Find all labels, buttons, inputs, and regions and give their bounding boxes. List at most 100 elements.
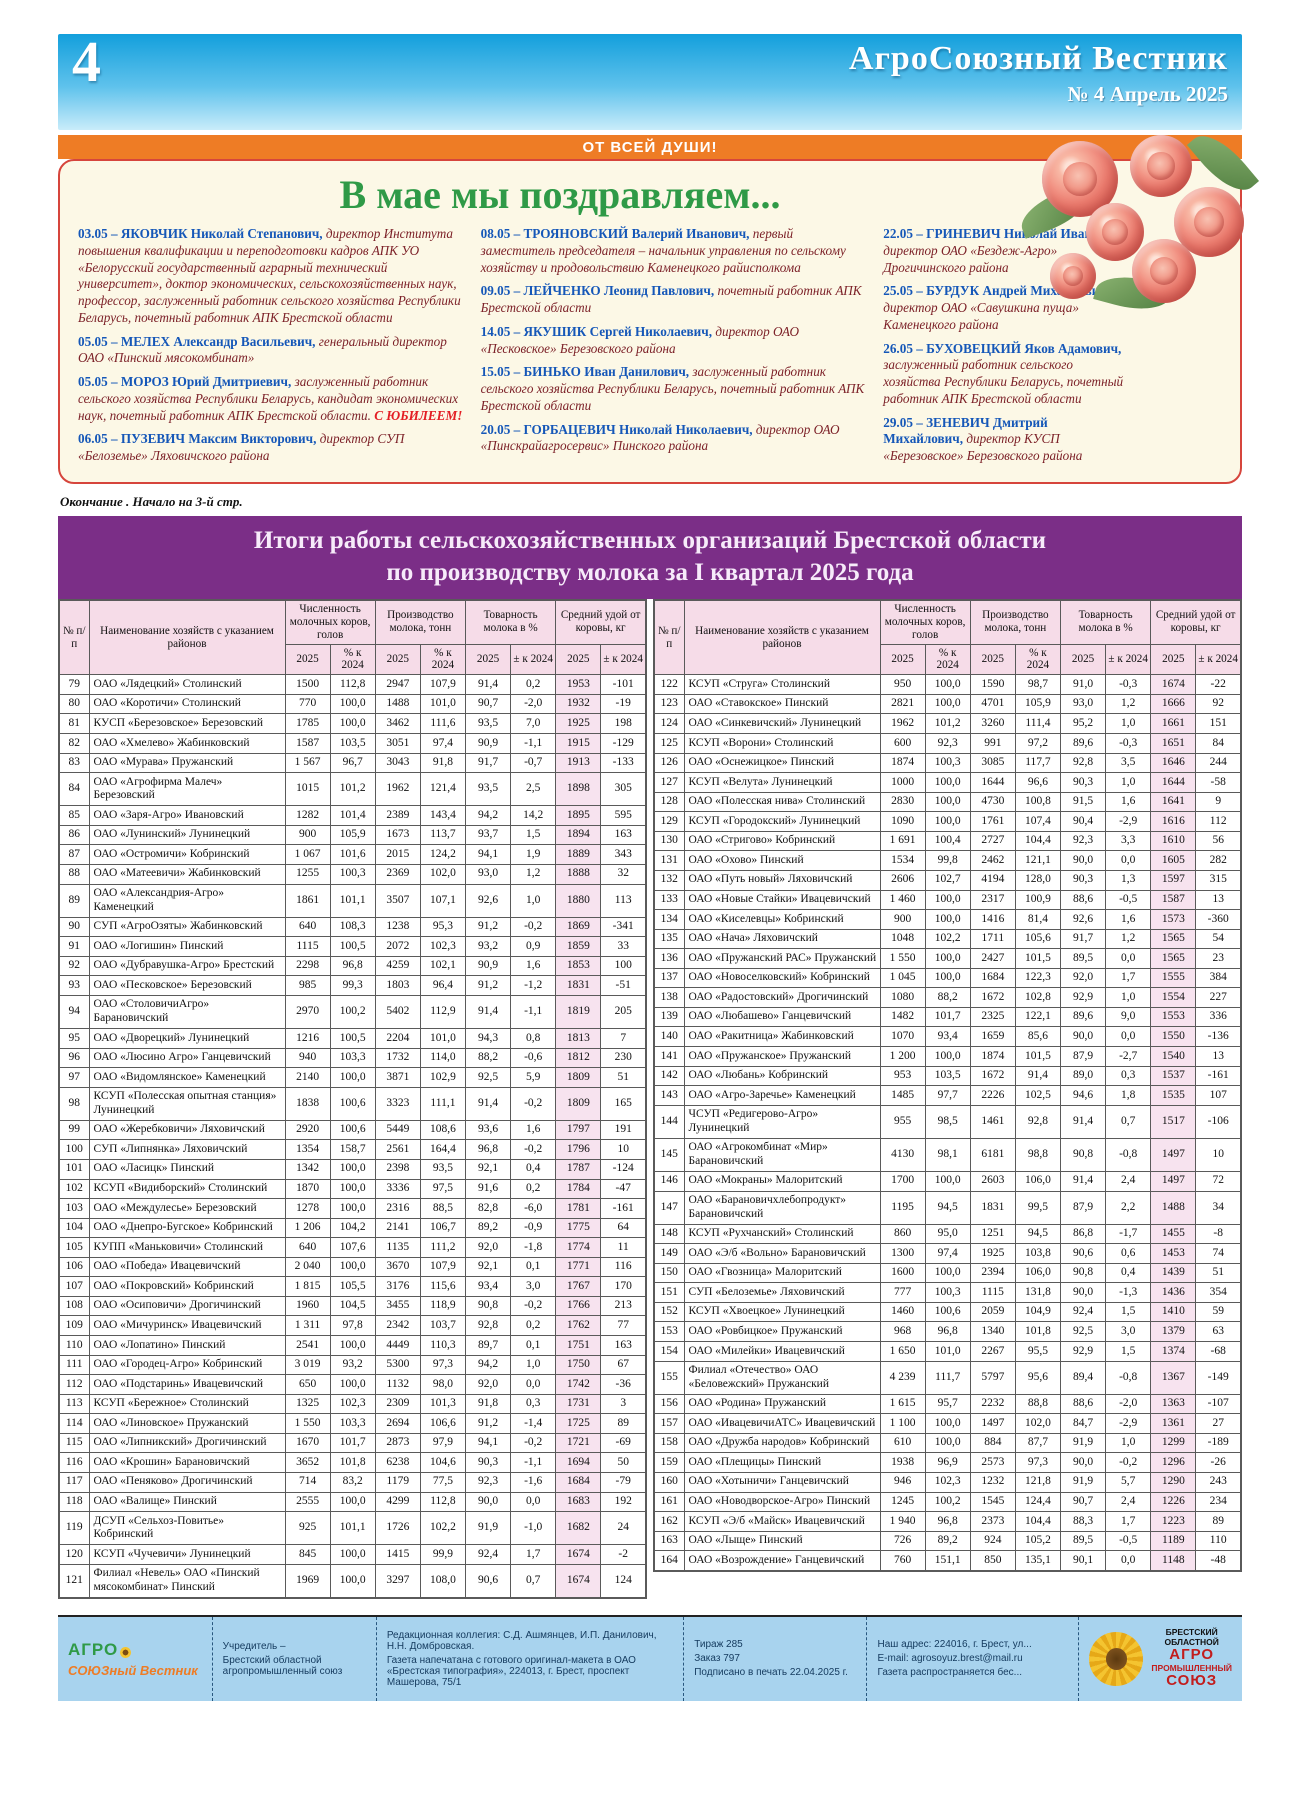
table-cell: 124,4 (1014, 1491, 1062, 1513)
table-cell: 1 691 (879, 830, 926, 852)
table-cell: 94,2 (464, 805, 512, 826)
table-cell: 92,9 (1059, 1341, 1107, 1362)
table-cell: 100,0 (329, 1491, 376, 1513)
milk-report-tables: № п/п Наименование хозяйств с указанием … (58, 598, 1242, 1599)
table-cell: 1232 (969, 1471, 1016, 1493)
table-cell: 94,1 (464, 844, 512, 865)
table-cell: 1787 (555, 1158, 602, 1180)
table-cell: -1,0 (510, 1511, 557, 1546)
table-cell: 112,8 (329, 674, 376, 695)
rose-flower (1174, 187, 1244, 257)
table-cell: -0,9 (510, 1217, 557, 1239)
table-row: 121 Филиал «Невель» ОАО «Пинский мясокомб… (58, 1563, 647, 1599)
table-cell: 92,3 (464, 1471, 512, 1493)
table-cell: 777 (879, 1282, 926, 1303)
greeting-date: 20.05 – (480, 421, 524, 437)
table-cell: 1354 (284, 1139, 331, 1160)
table-cell: 2,4 (1105, 1491, 1152, 1513)
footer-contacts: Наш адрес: 224016, г. Брест, ул... E-mai… (866, 1616, 1078, 1701)
table-cell: 1554 (1150, 987, 1197, 1008)
union-agro-text: АГРО (1169, 1646, 1215, 1664)
table-row: 144 ЧСУП «Редигерово-Агро» Лунинецкий 955 9… (653, 1104, 1242, 1139)
farm-name-cell: ОАО «Синкевичский» Лунинецкий (683, 713, 881, 735)
table-cell: 1195 (879, 1190, 926, 1225)
table-cell: 107,4 (1014, 811, 1062, 832)
greeting-text: первый заместитель председателя – началь… (480, 226, 846, 275)
table-cell: 1,0 (1105, 713, 1152, 735)
table-cell: 2694 (374, 1413, 421, 1434)
table-cell: 100,0 (329, 1374, 376, 1395)
table-cell: 1251 (969, 1223, 1016, 1245)
table-cell: 1374 (1150, 1341, 1197, 1362)
table-cell: 1416 (969, 909, 1016, 930)
table-row: 159 ОАО «Плещицы» Пинский 1938 96,9 2573 97,3… (653, 1452, 1242, 1473)
table-cell: 2059 (969, 1301, 1016, 1323)
table-cell: 0,4 (510, 1158, 557, 1180)
farm-name-cell: ОАО «Оснежицкое» Пинский (683, 752, 881, 774)
table-cell: 113 (600, 883, 647, 918)
table-cell: 1732 (374, 1047, 421, 1069)
table-row: 122 КСУП «Струга» Столинский 950 100,0 1590 9… (653, 674, 1242, 695)
table-cell: 88,2 (464, 1047, 512, 1069)
table-row: 104 ОАО «Днепро-Бугское» Кобринский 1 206 1… (58, 1217, 647, 1239)
table-cell: 1245 (879, 1491, 926, 1513)
table-cell: 1751 (555, 1335, 602, 1356)
table-cell: 99,9 (419, 1544, 467, 1565)
table-cell: 93,4 (924, 1026, 971, 1048)
table-cell: 1831 (555, 975, 602, 996)
table-cell: 103,7 (419, 1315, 467, 1337)
table-cell: 1898 (555, 772, 602, 807)
table-cell: 135 (653, 928, 685, 950)
table-cell: 91,8 (464, 1393, 512, 1415)
farm-name-cell: КСУП «Городокский» Лунинецкий (683, 811, 881, 832)
table-cell: 84,7 (1059, 1413, 1107, 1434)
table-cell: 87,7 (1014, 1432, 1062, 1454)
table-cell: 87,9 (1059, 1046, 1107, 1067)
table-row: 129 КСУП «Городокский» Лунинецкий 1090 100,… (653, 811, 1242, 832)
table-cell: 92,8 (464, 1315, 512, 1337)
farm-name-cell: КСУП «Струга» Столинский (683, 674, 881, 695)
table-row: 96 ОАО «Люсино Агро» Ганцевичский 940 103,3… (58, 1047, 647, 1069)
table-cell: 1725 (555, 1413, 602, 1434)
greeting-highlight: С ЮБИЛЕЕМ! (370, 407, 463, 423)
table-cell: 111,6 (419, 713, 467, 735)
farm-name-cell: ОАО «Пружанское» Пружанский (683, 1046, 881, 1067)
table-cell: 101,4 (329, 805, 376, 826)
table-cell: 118 (58, 1491, 90, 1513)
table-row: 157 ОАО «ИвацевичиАТС» Ивацевичский 1 100 1… (653, 1413, 1242, 1434)
table-cell: 100,4 (924, 830, 971, 852)
table-cell: 1672 (969, 1065, 1016, 1087)
table-row: 90 СУП «АгроОзяты» Жабинковский 640 108,3 12… (58, 916, 647, 938)
table-cell: 2,2 (1105, 1190, 1152, 1225)
report-title-banner: Итоги работы сельскохозяйственных органи… (58, 515, 1242, 599)
table-cell: 1,0 (1105, 1432, 1152, 1454)
table-cell: 91,4 (464, 994, 512, 1030)
farm-name-cell: ОАО «Победа» Ивацевичский (88, 1256, 286, 1278)
table-row: 153 ОАО «Ровбицкое» Пружанский 968 96,8 1340… (653, 1321, 1242, 1343)
table-cell: 5300 (374, 1354, 421, 1376)
sub-header: 2025 (464, 643, 512, 676)
table-cell: 102,0 (1014, 1413, 1062, 1434)
table-cell: 2226 (969, 1085, 1016, 1106)
sub-header: 2025 (879, 643, 926, 676)
table-cell: -0,8 (1105, 1360, 1152, 1395)
table-cell: 2,5 (510, 772, 557, 807)
table-cell: 77,5 (419, 1471, 467, 1493)
table-cell: 149 (653, 1243, 685, 1264)
table-cell: 3176 (374, 1276, 421, 1297)
table-cell: 94 (58, 994, 90, 1030)
rose-flower (1042, 141, 1118, 217)
table-cell: 92,4 (1059, 1301, 1107, 1323)
table-cell: 91,2 (464, 975, 512, 996)
table-cell: 102,2 (924, 928, 971, 950)
table-cell: 92,8 (1059, 752, 1107, 774)
table-row: 106 ОАО «Победа» Ивацевичский 2 040 100,0 36… (58, 1256, 647, 1278)
table-cell: 129 (653, 811, 685, 832)
table-row: 133 ОАО «Новые Стайки» Ивацевичский 1 460 1… (653, 889, 1242, 911)
table-cell: 2427 (969, 948, 1016, 969)
table-cell: 90,3 (464, 1452, 512, 1473)
greeting-name: ПУЗЕВИЧ Максим Викторович, (120, 431, 320, 447)
table-cell: 93 (58, 975, 90, 996)
table-row: 135 ОАО «Нача» Ляховичский 1048 102,2 1711 10… (653, 928, 1242, 950)
table-cell: 243 (1195, 1471, 1242, 1493)
